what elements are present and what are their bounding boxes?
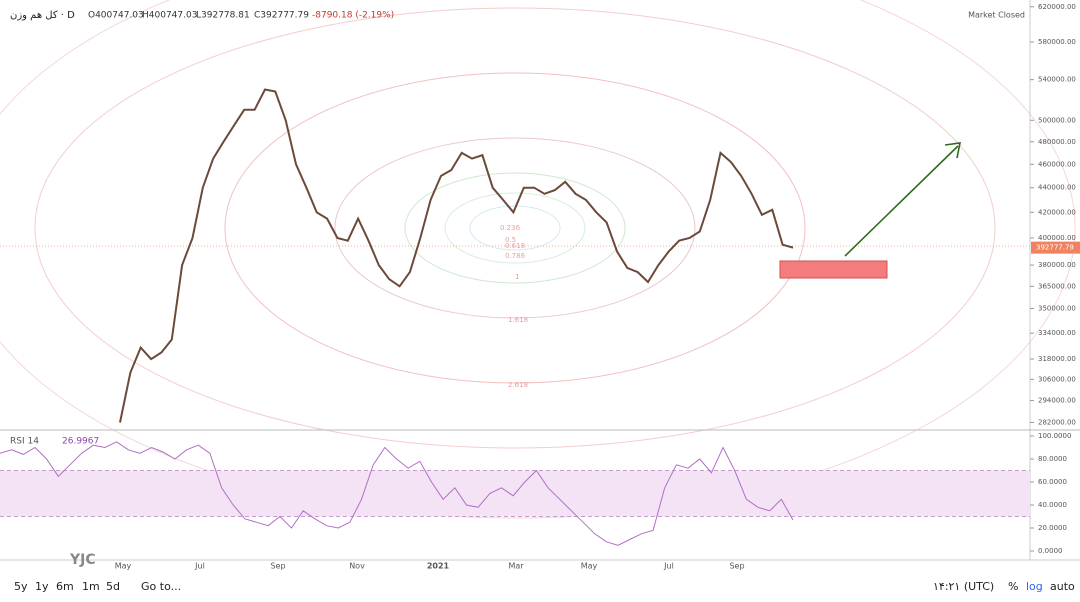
last-price-label: 392777.79 [1036, 244, 1074, 252]
toolbar: 5y 1y 6m 1m 5d Go to... ۱۴:۲۱ (UTC) % lo… [14, 580, 1075, 593]
x-tick-label: Jul [194, 562, 205, 571]
fib-circles [0, 0, 1076, 519]
clock: ۱۴:۲۱ (UTC) [933, 580, 994, 593]
x-tick-label: Sep [729, 562, 744, 571]
rsi-tick-label: 0.0000 [1038, 547, 1063, 555]
range-5d[interactable]: 5d [106, 580, 120, 593]
fib-label: 1 [515, 273, 519, 281]
y-tick-label: 420000.00 [1038, 208, 1076, 216]
fib-label: 1.618 [508, 316, 528, 324]
ohlc-close: C392777.79 [254, 11, 309, 21]
range-5y[interactable]: 5y [14, 580, 28, 593]
rsi-tick-label: 60.0000 [1038, 478, 1067, 486]
x-tick-label: Jul [663, 562, 674, 571]
ohlc-open: O400747.03 [88, 11, 144, 21]
rsi-tick-label: 100.0000 [1038, 432, 1071, 440]
ohlc-change: -8790.18 (-2.19%) [312, 11, 394, 21]
symbol: کل هم وزن · D [10, 10, 75, 21]
x-tick-label: 2021 [427, 562, 450, 571]
x-tick-label: Sep [270, 562, 285, 571]
y-tick-label: 350000.00 [1038, 304, 1076, 312]
y-tick-label: 380000.00 [1038, 261, 1076, 269]
ohlc-high: H400747.03 [142, 11, 197, 21]
rsi-tick-label: 20.0000 [1038, 524, 1067, 532]
rsi-tick-label: 40.0000 [1038, 501, 1067, 509]
auto-toggle[interactable]: auto [1050, 580, 1075, 593]
price-line [119, 88, 794, 423]
fib-label: 0.786 [505, 252, 526, 260]
y-tick-label: 460000.00 [1038, 160, 1076, 168]
x-tick-label: Nov [349, 562, 365, 571]
y-tick-label: 318000.00 [1038, 355, 1076, 363]
rsi-tick-label: 80.0000 [1038, 455, 1067, 463]
y-tick-label: 480000.00 [1038, 138, 1076, 146]
market-status: Market Closed [968, 11, 1025, 20]
fib-label: 0.618 [505, 242, 525, 250]
y-tick-label: 400000.00 [1038, 234, 1076, 242]
rsi-label: RSI 14 [10, 437, 39, 447]
y-tick-label: 580000.00 [1038, 38, 1076, 46]
target-zone [779, 260, 888, 279]
percent-toggle[interactable]: % [1008, 580, 1018, 593]
y-tick-label: 365000.00 [1038, 282, 1076, 290]
y-tick-label: 540000.00 [1038, 76, 1076, 84]
watermark: YJC [69, 552, 96, 568]
fib-label: 2.618 [508, 381, 528, 389]
y-tick-label: 294000.00 [1038, 396, 1076, 404]
trend-arrow [844, 145, 959, 257]
rsi-line [0, 441, 794, 546]
log-toggle[interactable]: log [1026, 580, 1043, 593]
y-tick-label: 440000.00 [1038, 184, 1076, 192]
x-tick-label: May [115, 562, 132, 571]
y-tick-label: 334000.00 [1038, 329, 1076, 337]
y-tick-label: 620000.00 [1038, 3, 1076, 11]
y-tick-label: 306000.00 [1038, 375, 1076, 383]
last-price-tag [1031, 241, 1080, 254]
y-tick-label: 282000.00 [1038, 418, 1076, 426]
rsi-value: 26.9967 [62, 437, 99, 447]
x-tick-label: May [581, 562, 598, 571]
ohlc-low: L392778.81 [196, 11, 250, 21]
fib-label: 0.236 [500, 224, 521, 232]
arrow-head [944, 142, 962, 159]
range-1y[interactable]: 1y [35, 580, 49, 593]
range-1m[interactable]: 1m [82, 580, 100, 593]
x-tick-label: Mar [508, 562, 524, 571]
range-6m[interactable]: 6m [56, 580, 74, 593]
y-tick-label: 500000.00 [1038, 116, 1076, 124]
go-to[interactable]: Go to... [141, 580, 181, 593]
fib-label: 0.5 [505, 236, 516, 244]
